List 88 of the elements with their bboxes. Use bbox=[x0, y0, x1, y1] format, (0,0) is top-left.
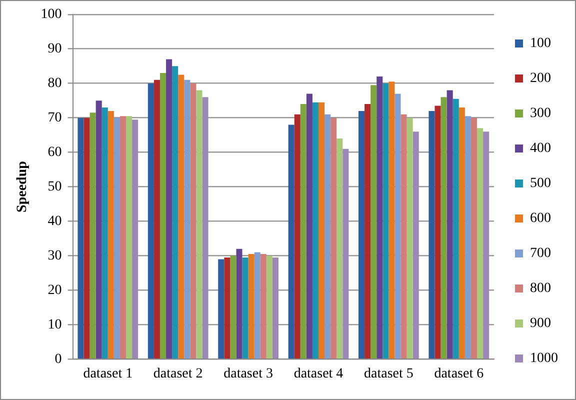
bar bbox=[196, 90, 202, 359]
legend-label: 900 bbox=[530, 316, 551, 332]
bar bbox=[132, 120, 138, 359]
legend-label: 1000 bbox=[530, 351, 558, 366]
bar bbox=[266, 256, 272, 359]
x-tick-label: dataset 6 bbox=[434, 366, 484, 382]
legend-label: 100 bbox=[530, 36, 551, 52]
legend-label: 700 bbox=[530, 246, 551, 262]
y-tick-label: 100 bbox=[40, 7, 62, 22]
bar bbox=[370, 85, 377, 359]
bar bbox=[102, 107, 108, 359]
bar bbox=[440, 97, 447, 359]
bar bbox=[312, 102, 318, 359]
bar bbox=[464, 116, 471, 359]
y-tick-label: 50 bbox=[48, 179, 62, 194]
bar bbox=[452, 98, 459, 359]
bar bbox=[318, 102, 325, 359]
bar bbox=[166, 59, 172, 359]
y-tick-label: 60 bbox=[48, 144, 62, 160]
bar bbox=[483, 132, 490, 359]
y-tick-label: 0 bbox=[54, 352, 62, 367]
bar bbox=[324, 114, 331, 359]
bar bbox=[272, 257, 278, 359]
x-tick-label: dataset 1 bbox=[83, 366, 133, 382]
bar bbox=[330, 118, 337, 359]
bar bbox=[294, 114, 300, 359]
bar bbox=[120, 116, 126, 359]
bar bbox=[382, 83, 389, 359]
bar bbox=[202, 97, 208, 359]
bar bbox=[172, 66, 178, 359]
x-tick-label: dataset 4 bbox=[294, 366, 344, 382]
bar bbox=[126, 116, 132, 359]
bar bbox=[400, 114, 407, 359]
bar bbox=[90, 112, 96, 359]
bar bbox=[248, 254, 254, 359]
y-tick-label: 10 bbox=[48, 317, 62, 332]
y-tick-label: 70 bbox=[48, 110, 62, 126]
bar bbox=[434, 106, 441, 359]
bar bbox=[470, 118, 478, 359]
bar bbox=[394, 94, 401, 359]
bar bbox=[254, 252, 260, 359]
bar bbox=[178, 74, 184, 359]
bar bbox=[358, 110, 365, 359]
x-tick-label: dataset 3 bbox=[224, 366, 273, 382]
bar bbox=[242, 257, 248, 359]
bar bbox=[300, 104, 306, 359]
bar bbox=[78, 118, 84, 359]
bar bbox=[306, 94, 312, 359]
bar bbox=[412, 132, 419, 359]
bar bbox=[114, 118, 120, 359]
bar bbox=[260, 254, 266, 359]
bar bbox=[154, 80, 160, 359]
bar bbox=[336, 138, 343, 359]
bar bbox=[96, 100, 102, 359]
bar bbox=[190, 83, 196, 359]
bar bbox=[446, 90, 453, 359]
bar bbox=[388, 82, 395, 359]
bar bbox=[230, 256, 236, 359]
y-tick-label: 80 bbox=[48, 76, 62, 92]
bar bbox=[84, 118, 90, 359]
legend-label: 500 bbox=[530, 176, 551, 192]
bar bbox=[364, 104, 371, 359]
bar bbox=[108, 110, 114, 359]
legend-label: 800 bbox=[530, 281, 551, 296]
y-tick-label: 20 bbox=[48, 282, 62, 298]
bar bbox=[148, 83, 154, 359]
bar bbox=[224, 257, 230, 359]
bar bbox=[236, 248, 242, 359]
bar bbox=[406, 118, 413, 359]
y-tick-label: 40 bbox=[48, 214, 62, 229]
y-tick-label: 30 bbox=[48, 248, 62, 264]
y-axis-title: Speedup bbox=[15, 160, 30, 212]
bar bbox=[428, 110, 435, 359]
bar bbox=[218, 259, 224, 359]
x-tick-label: dataset 5 bbox=[364, 366, 414, 382]
bar bbox=[458, 107, 465, 359]
bar bbox=[477, 128, 484, 359]
bar bbox=[376, 76, 383, 359]
x-tick-label: dataset 2 bbox=[153, 366, 203, 382]
legend-label: 200 bbox=[530, 71, 551, 86]
y-tick-label: 90 bbox=[48, 42, 62, 57]
legend-label: 300 bbox=[530, 106, 551, 122]
legend-label: 600 bbox=[530, 211, 551, 226]
bar bbox=[288, 124, 294, 359]
bar bbox=[160, 73, 166, 359]
bar bbox=[342, 148, 349, 359]
bar bbox=[184, 80, 190, 359]
legend-label: 400 bbox=[530, 141, 551, 156]
